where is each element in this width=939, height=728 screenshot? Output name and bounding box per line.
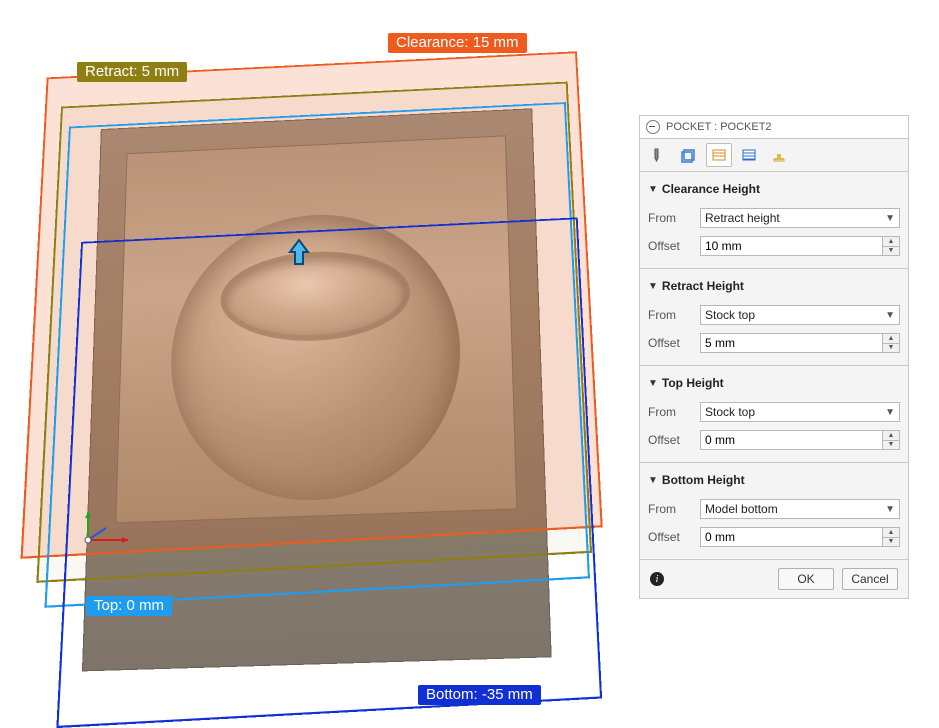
viewport-3d[interactable]: Clearance: 15 mm Retract: 5 mm Top: 0 mm… [0,0,620,726]
chevron-down-icon: ▼ [885,213,895,224]
retract-offset-spinner[interactable]: ▲▼ [882,333,900,353]
clearance-offset-input[interactable] [700,236,882,256]
panel-title: POCKET : POCKET2 [666,121,772,133]
retract-from-label: From [648,308,692,322]
clearance-height-heading[interactable]: ▼ Clearance Height [648,178,900,204]
retract-offset-input[interactable] [700,333,882,353]
clearance-height-group: ▼ Clearance Height From Retract height ▼… [640,172,908,269]
bottom-offset-input[interactable] [700,527,882,547]
clearance-from-dropdown[interactable]: Retract height ▼ [700,208,900,228]
bottom-height-heading[interactable]: ▼ Bottom Height [648,469,900,495]
ok-button[interactable]: OK [778,568,834,590]
bottom-offset-label: Offset [648,530,692,544]
top-height-group: ▼ Top Height From Stock top ▼ Offset ▲▼ [640,366,908,463]
top-offset-spinner[interactable]: ▲▼ [882,430,900,450]
clearance-offset-spinner[interactable]: ▲▼ [882,236,900,256]
cancel-button[interactable]: Cancel [842,568,898,590]
collapse-arrow-icon: ▼ [648,184,658,195]
collapse-arrow-icon: ▼ [648,378,658,389]
collapse-arrow-icon: ▼ [648,281,658,292]
tool-tab[interactable] [646,143,672,167]
retract-offset-label: Offset [648,336,692,350]
bottom-from-dropdown[interactable]: Model bottom ▼ [700,499,900,519]
collapse-arrow-icon: ▼ [648,475,658,486]
panel-header[interactable]: POCKET : POCKET2 [640,116,908,139]
info-icon[interactable]: i [650,572,664,586]
top-from-label: From [648,405,692,419]
bottom-label[interactable]: Bottom: -35 mm [418,685,541,705]
clearance-offset-label: Offset [648,239,692,253]
chevron-down-icon: ▼ [885,407,895,418]
bottom-from-label: From [648,502,692,516]
origin-axis-triad-icon [78,510,138,550]
operation-panel: POCKET : POCKET2 ▼ Clearance Height From… [639,115,909,599]
bottom-offset-spinner[interactable]: ▲▼ [882,527,900,547]
top-offset-input[interactable] [700,430,882,450]
heights-tab[interactable] [706,143,732,167]
move-up-manipulator-icon[interactable] [286,238,312,268]
passes-tab[interactable] [736,143,762,167]
retract-label[interactable]: Retract: 5 mm [77,62,187,82]
retract-height-group: ▼ Retract Height From Stock top ▼ Offset… [640,269,908,366]
top-height-heading[interactable]: ▼ Top Height [648,372,900,398]
clearance-from-label: From [648,211,692,225]
panel-footer: i OK Cancel [640,560,908,598]
chevron-down-icon: ▼ [885,504,895,515]
panel-pin-icon[interactable] [646,120,660,134]
retract-from-dropdown[interactable]: Stock top ▼ [700,305,900,325]
bottom-plane[interactable] [56,217,602,728]
linking-tab[interactable] [766,143,792,167]
top-offset-label: Offset [648,433,692,447]
panel-tabbar [640,139,908,172]
retract-height-heading[interactable]: ▼ Retract Height [648,275,900,301]
geometry-tab[interactable] [676,143,702,167]
chevron-down-icon: ▼ [885,310,895,321]
clearance-label[interactable]: Clearance: 15 mm [388,33,527,53]
bottom-height-group: ▼ Bottom Height From Model bottom ▼ Offs… [640,463,908,560]
top-from-dropdown[interactable]: Stock top ▼ [700,402,900,422]
